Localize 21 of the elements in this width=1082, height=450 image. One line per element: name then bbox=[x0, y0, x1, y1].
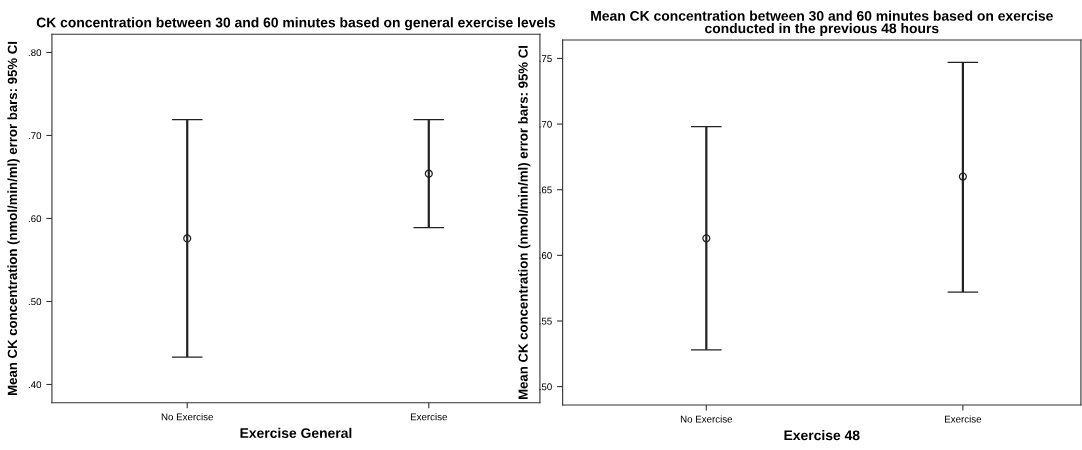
y-tick-label: .50 bbox=[28, 298, 42, 306]
y-tick-label: .60 bbox=[539, 252, 552, 259]
y-tick-label: .60 bbox=[28, 215, 42, 223]
y-tick-label: .70 bbox=[28, 132, 42, 140]
chart-title: Mean CK concentration between 30 and 60 minutes based on exercise conducted in the previous 48 hours bbox=[591, 10, 1053, 36]
y-axis-title: Mean CK concentration (nmol/min/ml) error bars: 95% CI bbox=[518, 45, 531, 400]
x-axis-title: Exercise 48 bbox=[784, 430, 860, 441]
y-axis-title: Mean CK concentration (nmol/min/ml) error bars: 95% CI bbox=[7, 41, 20, 396]
y-tick-label: .55 bbox=[539, 317, 552, 325]
y-tick-label: .70 bbox=[539, 120, 552, 128]
x-tick-label: Exercise bbox=[410, 413, 447, 421]
y-tick-label: .80 bbox=[28, 49, 42, 57]
y-tick-label: .75 bbox=[539, 55, 552, 63]
x-axis-title: Exercise General bbox=[240, 427, 352, 438]
x-tick-label: No Exercise bbox=[161, 413, 213, 421]
chart-title: CK concentration between 30 and 60 minutes based on general exercise levels bbox=[36, 17, 556, 31]
x-tick-label: No Exercise bbox=[680, 415, 733, 423]
y-tick-label: .50 bbox=[539, 383, 552, 391]
y-tick-label: .65 bbox=[539, 186, 552, 194]
x-tick-label: Exercise bbox=[945, 415, 982, 423]
y-tick-label: .40 bbox=[28, 381, 42, 389]
